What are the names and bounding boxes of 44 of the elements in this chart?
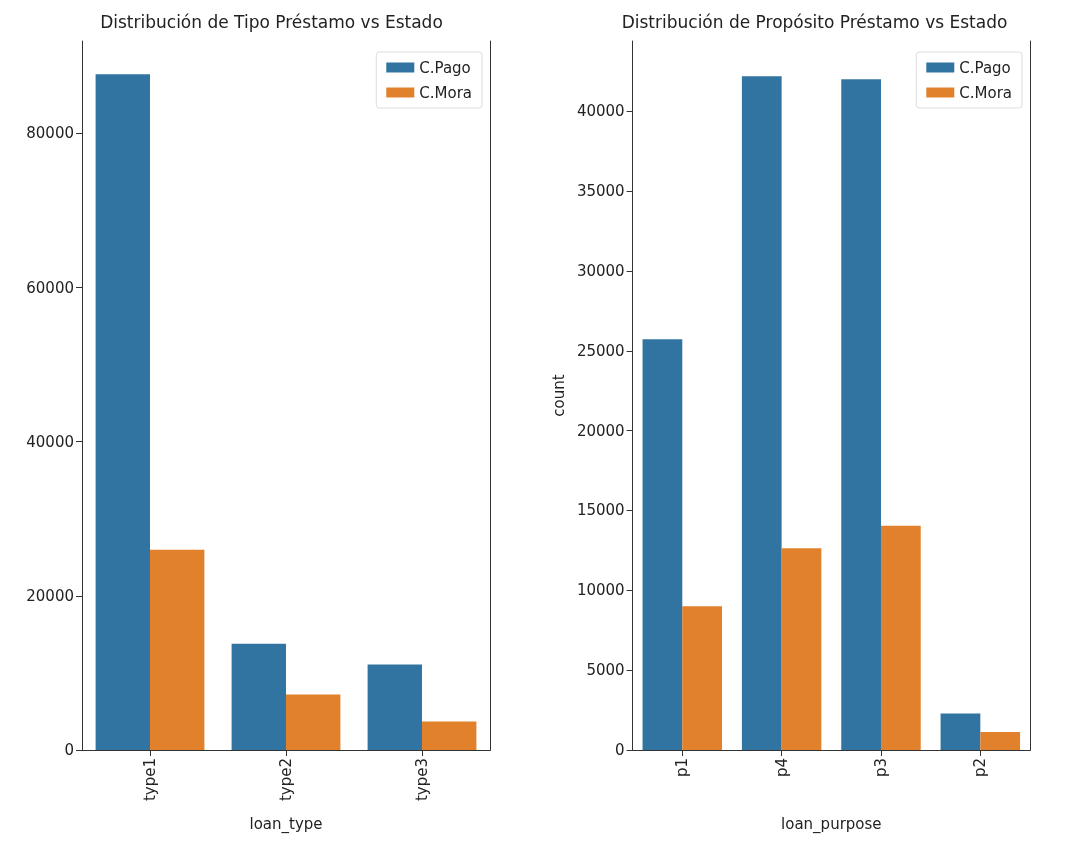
y-tick-label: 30000 xyxy=(576,261,625,280)
y-tick-label: 40000 xyxy=(26,432,74,451)
y-tick-label: 25000 xyxy=(576,341,625,360)
bar xyxy=(781,548,822,750)
y-tick-label: 80000 xyxy=(26,124,74,143)
x-tick-label: p4 xyxy=(772,758,791,778)
chart-title: Distribución de Tipo Préstamo vs Estado xyxy=(100,11,443,32)
bar xyxy=(741,76,782,750)
x-tick-label: type1 xyxy=(141,758,159,802)
bar xyxy=(150,549,205,750)
bar xyxy=(841,79,881,750)
y-tick-label: 20000 xyxy=(576,421,625,440)
y-tick-label: 60000 xyxy=(26,278,74,297)
y-tick-label: 35000 xyxy=(576,182,625,201)
bar xyxy=(367,664,422,750)
y-axis-title: count xyxy=(549,374,568,417)
x-axis-title: loan_type xyxy=(249,814,323,834)
x-tick-label: type3 xyxy=(413,758,431,802)
y-tick-label: 40000 xyxy=(576,102,625,121)
bar xyxy=(940,713,981,750)
x-tick-label: type2 xyxy=(277,758,295,802)
chart-title: Distribución de Propósito Préstamo vs Estado xyxy=(621,11,1008,32)
bar xyxy=(682,606,723,750)
bar xyxy=(980,732,1021,750)
y-tick-label: 0 xyxy=(64,741,74,759)
bar xyxy=(880,525,921,750)
legend-label: C.Mora xyxy=(959,83,1013,102)
y-tick-label: 5000 xyxy=(586,661,625,680)
legend-label: C.Mora xyxy=(419,83,473,102)
bar xyxy=(231,643,286,750)
y-tick-label: 15000 xyxy=(576,501,625,520)
y-tick-label: 10000 xyxy=(576,581,625,600)
bar xyxy=(642,339,683,750)
x-tick-label: p1 xyxy=(673,758,692,778)
y-tick-label: 20000 xyxy=(26,586,74,605)
y-tick-label: 0 xyxy=(615,741,625,759)
legend-label: C.Pago xyxy=(419,58,471,77)
bar xyxy=(286,694,341,750)
legend-label: C.Pago xyxy=(959,58,1011,77)
x-tick-label: p3 xyxy=(871,758,890,778)
bar xyxy=(422,721,477,750)
bar xyxy=(95,74,150,750)
x-axis-title: loan_purpose xyxy=(781,814,882,834)
x-tick-label: p2 xyxy=(971,758,990,778)
